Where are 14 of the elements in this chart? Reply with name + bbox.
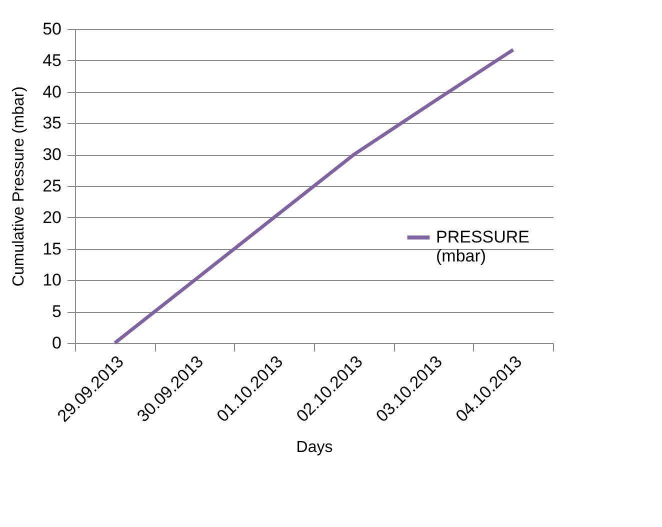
y-tick-label: 0 [52,334,62,352]
y-tick-label: 40 [42,82,62,102]
y-tick-label: 30 [42,145,62,164]
y-tick-label: 5 [52,302,62,322]
y-tick-label: 15 [42,239,62,258]
y-tick-label: 50 [42,20,62,38]
legend-label: PRESSURE (mbar) [436,228,530,266]
y-tick-label: 10 [42,270,62,290]
x-axis-title: Days [296,438,333,456]
y-tick-label: 45 [42,50,62,70]
y-tick-label: 35 [42,114,62,133]
y-tick-label: 20 [42,208,62,227]
y-axis-title: Cumulative Pressure (mbar) [10,86,28,287]
y-tick-label: 25 [42,176,62,196]
